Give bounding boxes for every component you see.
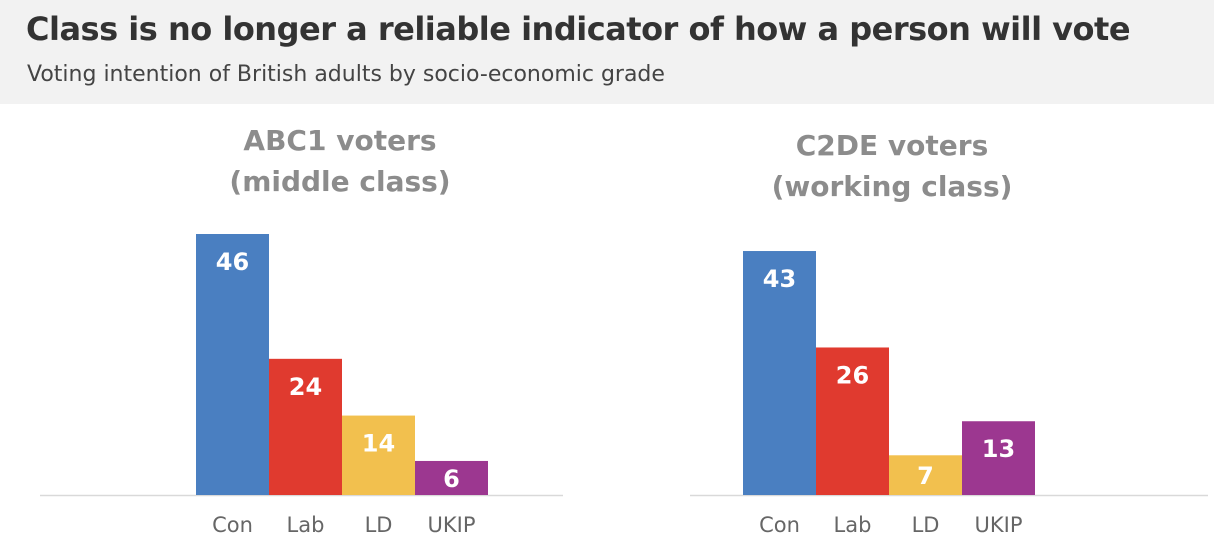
bar-ld — [342, 415, 415, 495]
bar-con — [196, 234, 269, 495]
data-label-con: 43 — [763, 265, 796, 293]
bar-ukip — [415, 460, 488, 495]
panel-title-line-1: ABC1 voters — [243, 124, 436, 157]
tick-label-con: Con — [212, 513, 253, 537]
bar-con — [743, 251, 816, 495]
data-label-ukip: 6 — [443, 465, 460, 493]
tick-label-con: Con — [759, 513, 800, 537]
tick-label-ld: LD — [912, 513, 940, 537]
chart-title: Class is no longer a reliable indicator … — [26, 10, 1131, 48]
bar-ukip — [962, 421, 1035, 495]
tick-label-ukip: UKIP — [428, 513, 476, 537]
panel-title-line-1: C2DE voters — [796, 129, 989, 162]
tick-label-lab: Lab — [834, 513, 872, 537]
chart-panel-1: ABC1 voters (middle class) 46 Con 24 Lab 14 LD 6… — [40, 124, 563, 537]
data-label-lab: 24 — [289, 373, 322, 401]
chart-header: Class is no longer a reliable indicator … — [0, 0, 1214, 104]
bar-lab — [816, 347, 889, 495]
tick-label-lab: Lab — [287, 513, 325, 537]
data-label-ukip: 13 — [982, 435, 1015, 463]
data-label-con: 46 — [216, 248, 249, 276]
data-label-ld: 14 — [362, 430, 395, 458]
chart-panel-2: C2DE voters (working class) 43 Con 26 Lab 7 LD 1… — [690, 129, 1208, 537]
tick-label-ukip: UKIP — [975, 513, 1023, 537]
chart-subtitle: Voting intention of British adults by so… — [27, 62, 665, 87]
bar-ld — [889, 455, 962, 495]
panel-title-line-2: (middle class) — [229, 165, 450, 198]
bar-lab — [269, 358, 342, 495]
tick-label-ld: LD — [365, 513, 393, 537]
data-label-ld: 7 — [917, 462, 934, 490]
panel-title-line-2: (working class) — [772, 170, 1013, 203]
data-label-lab: 26 — [836, 361, 869, 389]
